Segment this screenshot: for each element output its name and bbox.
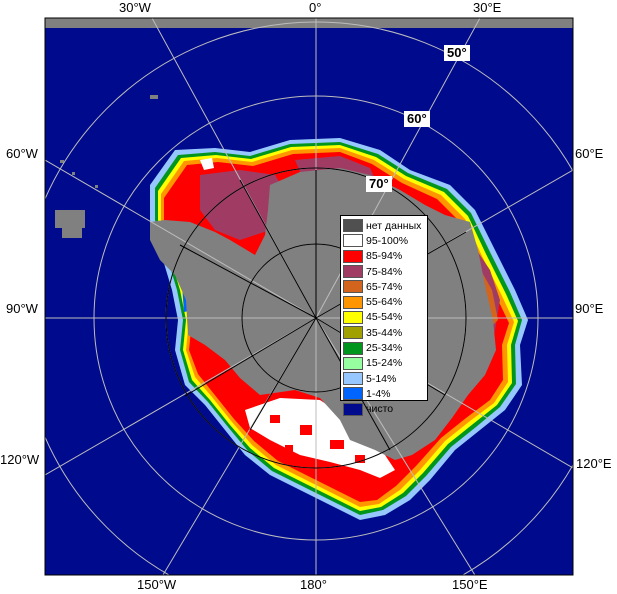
legend-swatch (343, 249, 363, 263)
lon-label-120e: 120°E (576, 456, 612, 471)
lat-label-50: 50° (444, 45, 470, 61)
ice-speckles-red (270, 415, 365, 463)
legend-label: нет данных (366, 219, 422, 232)
lon-label-60w: 60°W (6, 146, 38, 161)
legend-swatch (343, 234, 363, 248)
legend-swatch (343, 341, 363, 355)
lon-label-30w: 30°W (119, 0, 151, 15)
legend-swatch (343, 280, 363, 294)
lon-label-150w: 150°W (137, 577, 177, 592)
legend-item: 45-54% (343, 310, 425, 325)
legend-label: 25-34% (366, 342, 403, 355)
lon-label-0: 0° (309, 0, 322, 15)
legend-label: 75-84% (366, 265, 403, 278)
legend-label: 45-54% (366, 311, 403, 324)
legend-swatch (343, 310, 363, 324)
legend-label: 85-94% (366, 250, 403, 263)
legend-label: 55-64% (366, 296, 403, 309)
lat-label-70: 70° (366, 176, 392, 192)
legend-label: 95-100% (366, 234, 409, 247)
lon-label-90e: 90°E (575, 301, 604, 316)
legend-item: 65-74% (343, 279, 425, 294)
legend-label: 65-74% (366, 280, 403, 293)
legend-item: 85-94% (343, 249, 425, 264)
legend-item: 35-44% (343, 325, 425, 340)
legend: нет данных 95-100% 85-94% 75-84% 65-74% 55-64… (340, 215, 428, 416)
legend-swatch (343, 372, 363, 386)
legend-swatch (343, 219, 363, 233)
legend-swatch (343, 402, 363, 416)
legend-swatch (343, 295, 363, 309)
legend-label: чисто (366, 403, 394, 416)
legend-item: 55-64% (343, 294, 425, 309)
lon-label-60e: 60°E (575, 146, 604, 161)
legend-label: 5-14% (366, 372, 397, 385)
legend-item: 15-24% (343, 356, 425, 371)
lon-label-180: 180° (300, 577, 327, 592)
legend-swatch (343, 387, 363, 401)
ocean-noise-speckles (55, 95, 158, 238)
legend-item: 25-34% (343, 340, 425, 355)
legend-label: 1-4% (366, 387, 391, 400)
lon-label-120w: 120°W (0, 452, 40, 467)
legend-item: 1-4% (343, 386, 425, 401)
lon-label-90w: 90°W (6, 301, 38, 316)
legend-swatch (343, 326, 363, 340)
legend-item: 75-84% (343, 264, 425, 279)
ice-patch-white-north (200, 158, 214, 170)
lon-label-150e: 150°E (452, 577, 488, 592)
legend-item: чисто (343, 402, 425, 417)
legend-swatch (343, 356, 363, 370)
legend-item: 5-14% (343, 371, 425, 386)
lat-label-60: 60° (404, 111, 430, 127)
lon-label-30e: 30°E (473, 0, 502, 15)
legend-swatch (343, 265, 363, 279)
legend-item: 95-100% (343, 233, 425, 248)
legend-label: 15-24% (366, 357, 403, 370)
legend-item: нет данных (343, 218, 425, 233)
map-frame (44, 17, 574, 576)
legend-label: 35-44% (366, 326, 403, 339)
top-nodata-strip (45, 18, 573, 28)
